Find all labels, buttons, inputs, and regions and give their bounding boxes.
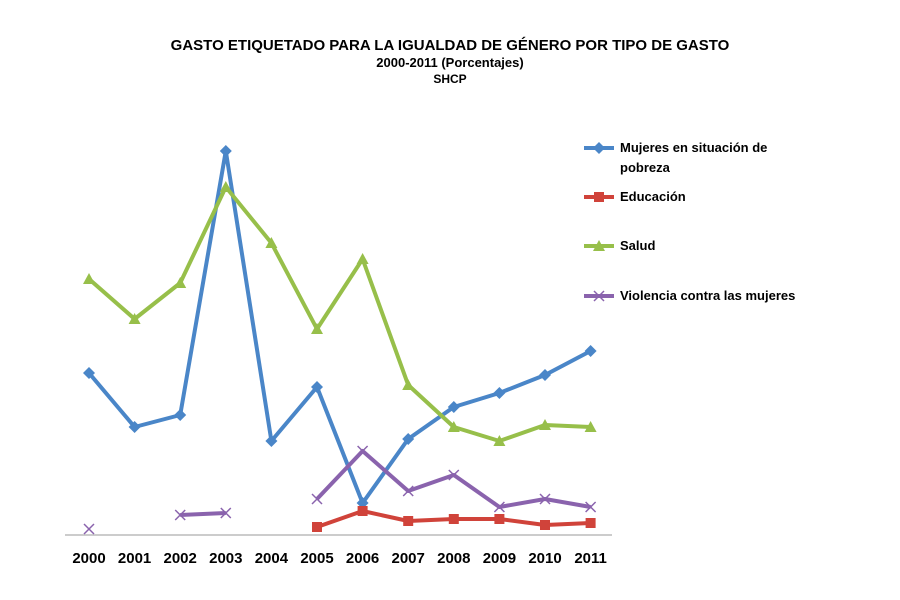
- data-point-salud: [219, 181, 232, 192]
- data-point-violencia-contra-las-mujeres: [585, 501, 597, 513]
- x-tick-label: 2005: [300, 550, 333, 567]
- legend-label-violencia-contra-las-mujeres: Violencia contra las mujeres: [620, 288, 796, 303]
- x-tick-label: 2009: [483, 550, 516, 567]
- data-point-educacion: [312, 522, 322, 532]
- data-point-violencia-contra-las-mujeres: [311, 493, 323, 505]
- legend-marker-violencia-contra-las-mujeres: [593, 290, 605, 302]
- data-point-salud: [265, 237, 278, 248]
- data-point-mujeres-en-situacion-de-pobreza: [83, 367, 95, 379]
- x-tick-label: 2010: [528, 550, 561, 567]
- chart-subtitle: 2000-2011 (Porcentajes): [376, 55, 524, 70]
- data-point-violencia-contra-las-mujeres: [402, 485, 414, 497]
- legend-marker-educacion: [594, 192, 604, 202]
- legend-label-educacion: Educación: [620, 189, 686, 204]
- data-point-mujeres-en-situacion-de-pobreza: [219, 145, 232, 157]
- data-point-mujeres-en-situacion-de-pobreza: [493, 387, 506, 399]
- data-point-salud: [402, 379, 415, 390]
- x-tick-label: 2000: [72, 550, 105, 567]
- data-point-mujeres-en-situacion-de-pobreza: [447, 401, 460, 413]
- data-point-violencia-contra-las-mujeres: [83, 523, 95, 535]
- data-point-educacion: [540, 520, 550, 530]
- data-point-mujeres-en-situacion-de-pobreza: [128, 421, 141, 433]
- legend-marker-mujeres-en-situacion-de-pobreza: [593, 142, 605, 154]
- data-point-salud: [174, 277, 187, 288]
- series-line-salud: [87, 185, 591, 443]
- legend-label-salud: Salud: [620, 238, 656, 253]
- data-point-educacion: [448, 514, 459, 524]
- data-point-salud: [356, 253, 369, 264]
- chart-title: GASTO ETIQUETADO PARA LA IGUALDAD DE GÉN…: [170, 37, 730, 54]
- chart-source: SHCP: [433, 72, 467, 86]
- x-tick-label: 2011: [574, 550, 607, 567]
- x-tick-label: 2008: [437, 550, 470, 567]
- data-point-salud: [493, 435, 506, 446]
- x-tick-label: 2002: [164, 550, 197, 567]
- x-tick-label: 2001: [118, 550, 151, 567]
- data-point-salud: [128, 313, 141, 324]
- data-point-mujeres-en-situacion-de-pobreza: [311, 381, 323, 393]
- data-point-salud: [83, 273, 95, 284]
- data-point-violencia-contra-las-mujeres: [493, 501, 505, 513]
- data-point-violencia-contra-las-mujeres: [220, 507, 232, 519]
- data-point-educacion: [585, 518, 596, 528]
- data-point-violencia-contra-las-mujeres: [174, 509, 186, 521]
- x-tick-label: 2003: [209, 550, 242, 567]
- data-point-violencia-contra-las-mujeres: [539, 493, 551, 505]
- data-point-salud: [311, 323, 323, 334]
- data-point-educacion: [494, 514, 505, 524]
- data-point-violencia-contra-las-mujeres: [357, 445, 369, 457]
- legend-marker-salud: [593, 240, 605, 251]
- data-point-salud: [447, 421, 460, 432]
- data-point-violencia-contra-las-mujeres: [448, 469, 460, 481]
- series-line-violencia-contra-las-mujeres: [180, 511, 226, 517]
- legend-label-mujeres-en-situacion-de-pobreza: Mujeres en situación de pobreza: [620, 140, 768, 175]
- data-point-educacion: [403, 516, 414, 526]
- data-point-salud: [584, 421, 597, 432]
- x-tick-label: 2006: [346, 550, 379, 567]
- data-point-mujeres-en-situacion-de-pobreza: [265, 435, 278, 447]
- data-point-salud: [539, 419, 551, 430]
- data-point-mujeres-en-situacion-de-pobreza: [539, 369, 551, 381]
- data-point-mujeres-en-situacion-de-pobreza: [402, 433, 415, 445]
- x-tick-label: 2007: [392, 550, 425, 567]
- series-line-violencia-contra-las-mujeres: [315, 449, 591, 509]
- data-point-mujeres-en-situacion-de-pobreza: [174, 409, 187, 421]
- series-line-mujeres-en-situacion-de-pobreza: [87, 149, 592, 505]
- data-point-mujeres-en-situacion-de-pobreza: [584, 345, 597, 357]
- x-tick-label: 2004: [255, 550, 289, 567]
- data-point-educacion: [357, 506, 368, 516]
